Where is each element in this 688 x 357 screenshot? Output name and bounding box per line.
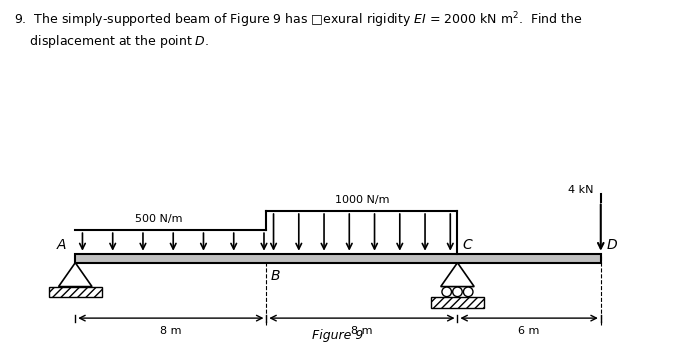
Text: $D$: $D$ — [605, 238, 618, 252]
Text: 1000 N/m: 1000 N/m — [334, 195, 389, 205]
Polygon shape — [441, 263, 474, 287]
Text: $A$: $A$ — [56, 238, 67, 252]
Text: 500 N/m: 500 N/m — [135, 214, 182, 224]
Circle shape — [453, 287, 462, 297]
Text: $B$: $B$ — [270, 269, 281, 283]
Text: 8 m: 8 m — [351, 326, 373, 337]
Polygon shape — [75, 254, 601, 263]
Text: 6 m: 6 m — [519, 326, 540, 337]
Text: 9.  The simply-supported beam of Figure 9 has □exural rigidity $EI$ = 2000 kN m$: 9. The simply-supported beam of Figure 9… — [14, 11, 582, 50]
Polygon shape — [58, 263, 92, 287]
Circle shape — [464, 287, 473, 297]
Circle shape — [442, 287, 451, 297]
Text: $C$: $C$ — [462, 238, 474, 252]
Text: 8 m: 8 m — [160, 326, 182, 337]
Text: 4 kN: 4 kN — [568, 185, 594, 195]
Text: Figure 9: Figure 9 — [312, 329, 364, 342]
